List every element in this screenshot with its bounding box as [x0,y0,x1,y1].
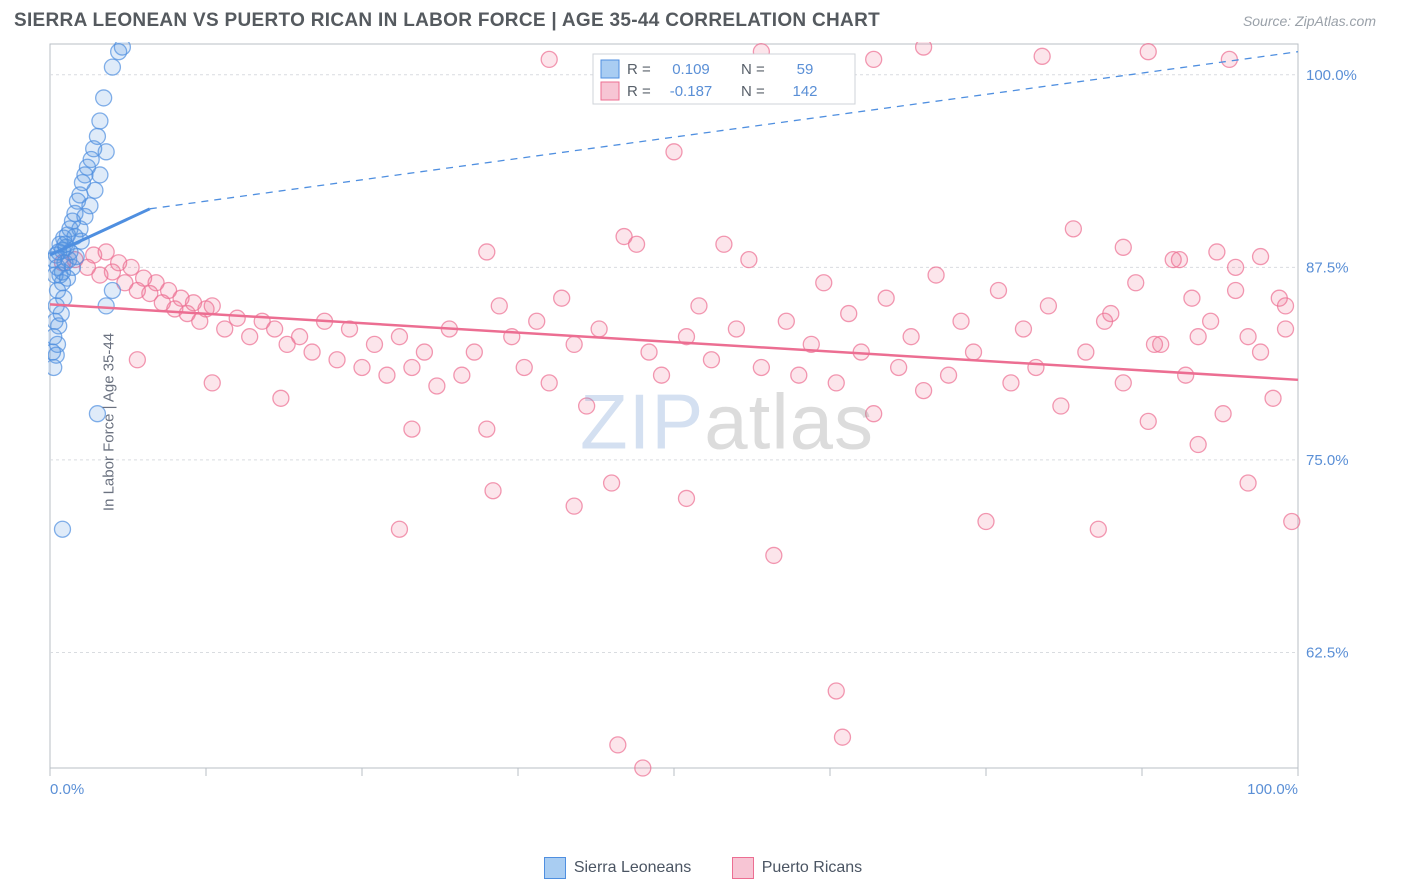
legend-label-sierra: Sierra Leoneans [574,859,691,877]
source-attribution: Source: ZipAtlas.com [1243,13,1376,29]
svg-text:N =: N = [741,61,765,78]
chart-title: SIERRA LEONEAN VS PUERTO RICAN IN LABOR … [14,10,880,32]
svg-text:100.0%: 100.0% [1306,67,1357,84]
legend-label-puerto: Puerto Ricans [762,859,863,877]
swatch-puerto [732,857,754,879]
svg-text:N =: N = [741,83,765,100]
scatter-plot: 62.5% 75.0% 87.5% 100.0% 0.0% 100.0% R = 0.109 N… [48,42,1368,802]
svg-text:87.5%: 87.5% [1306,259,1349,276]
svg-text:100.0%: 100.0% [1247,781,1298,798]
legend: Sierra Leoneans Puerto Ricans [0,857,1406,884]
svg-text:0.109: 0.109 [672,61,710,78]
svg-text:0.0%: 0.0% [50,781,84,798]
svg-text:R =: R = [627,61,651,78]
legend-item-sierra: Sierra Leoneans [544,857,691,879]
legend-item-puerto: Puerto Ricans [732,857,863,879]
chart-area: In Labor Force | Age 35-44 62.5% 75.0% 87.… [48,42,1406,802]
svg-text:59: 59 [797,61,814,78]
svg-text:62.5%: 62.5% [1306,644,1349,661]
swatch-sierra [544,857,566,879]
y-axis-label: In Labor Force | Age 35-44 [101,333,118,511]
svg-text:-0.187: -0.187 [670,83,713,100]
svg-text:R =: R = [627,83,651,100]
svg-text:75.0%: 75.0% [1306,452,1349,469]
svg-text:142: 142 [792,83,817,100]
